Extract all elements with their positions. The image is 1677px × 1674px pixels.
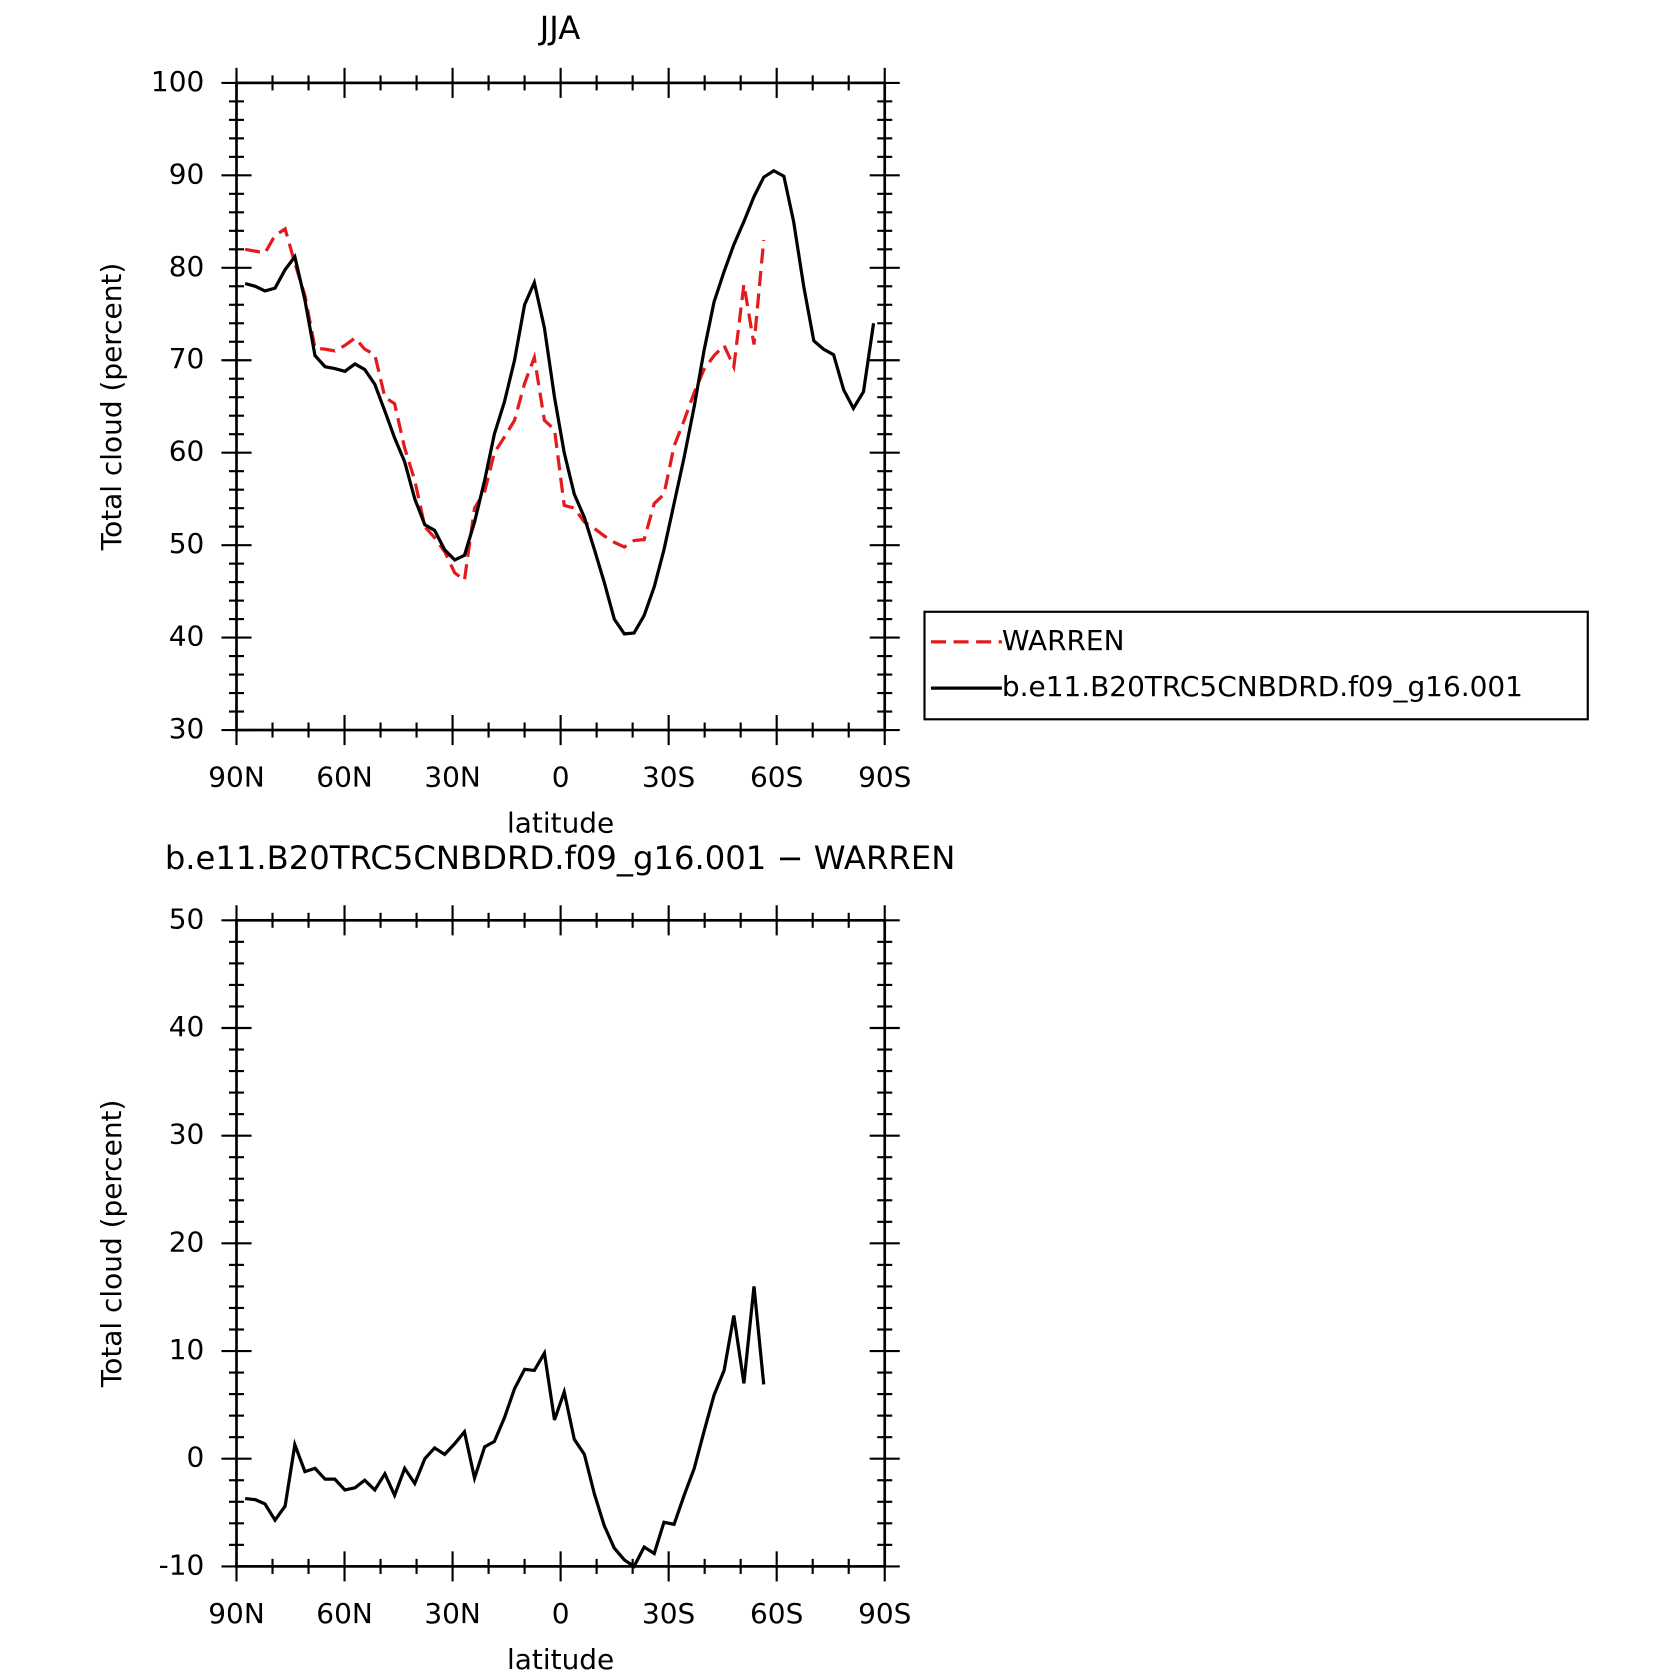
x-tick-label: 60N — [316, 1597, 372, 1630]
y-tick-label: 50 — [169, 527, 205, 560]
plot-frame — [235, 918, 887, 1568]
x-tick-label: 90N — [208, 1597, 264, 1630]
x-tick-label: 60S — [750, 1597, 803, 1630]
data-line — [244, 1286, 766, 1569]
y-tick-label: 40 — [169, 1010, 205, 1043]
x-tick-label: 60S — [750, 760, 803, 793]
y-tick-label: 50 — [169, 902, 205, 935]
x-tick-label: 60N — [316, 760, 372, 793]
y-tick-label: 20 — [169, 1225, 205, 1258]
x-tick-label: 90S — [858, 760, 911, 793]
legend-box — [923, 610, 1589, 721]
x-tick-label: 30S — [642, 760, 695, 793]
plot-frame — [235, 81, 887, 732]
y-tick-label: 0 — [186, 1441, 204, 1474]
legend-label: WARREN — [1002, 624, 1125, 657]
data-line — [244, 168, 876, 636]
y-tick-label: 100 — [151, 65, 204, 98]
y-tick-label: 30 — [169, 1118, 205, 1151]
x-tick-label: 30N — [424, 1597, 480, 1630]
y-tick-label: 70 — [169, 342, 205, 375]
legend-label: b.e11.B20TRC5CNBDRD.f09_g16.001 — [1002, 670, 1523, 703]
y-tick-label: 60 — [169, 435, 205, 468]
x-tick-label: 30S — [642, 1597, 695, 1630]
chart-title: JJA — [538, 9, 581, 47]
x-tick-label: 30N — [424, 760, 480, 793]
y-tick-label: -10 — [159, 1548, 205, 1581]
y-tick-label: 80 — [169, 250, 205, 283]
y-tick-label: 90 — [169, 157, 205, 190]
data-line — [244, 226, 766, 584]
y-axis-label: Total cloud (percent) — [95, 1100, 128, 1388]
x-tick-label: 90S — [858, 1597, 911, 1630]
chart-title: b.e11.B20TRC5CNBDRD.f09_g16.001 − WARREN — [165, 839, 956, 877]
x-tick-label: 90N — [208, 760, 264, 793]
y-tick-label: 30 — [169, 712, 205, 745]
y-axis-label: Total cloud (percent) — [95, 263, 128, 551]
x-tick-label: 0 — [552, 760, 570, 793]
x-tick-label: 0 — [552, 1597, 570, 1630]
y-tick-label: 40 — [169, 620, 205, 653]
y-tick-label: 10 — [169, 1333, 205, 1366]
x-axis-label: latitude — [507, 1643, 614, 1674]
x-axis-label: latitude — [507, 807, 614, 840]
